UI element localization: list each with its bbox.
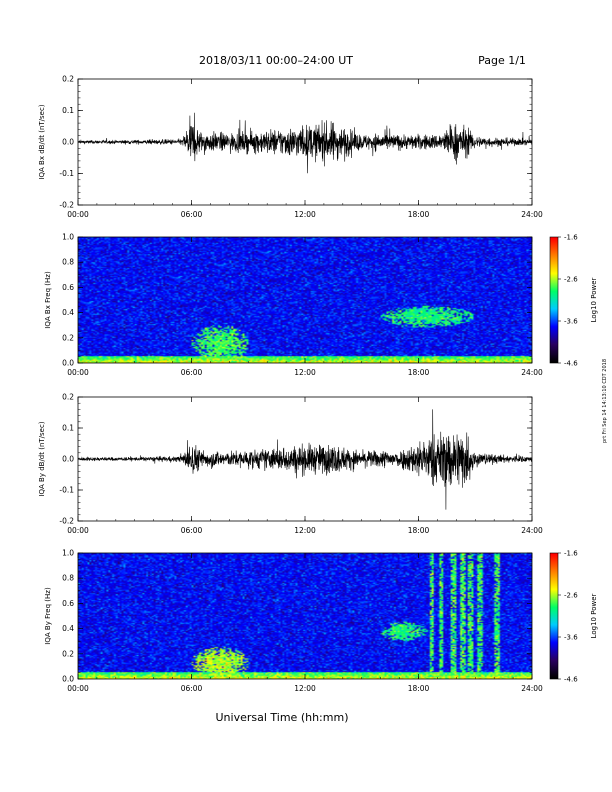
x-tick-label: 06:00 (181, 210, 203, 219)
colorbar-frame (549, 236, 559, 364)
x-tick-label: 12:00 (294, 210, 316, 219)
y-axis-label: IQA Bx Freq (Hz) (44, 271, 52, 329)
x-tick-label: 18:00 (408, 684, 430, 693)
y-tick-label: 0.4 (62, 624, 74, 633)
by-spectrogram-panel: 00:00 06:00 12:00 18:00 24:00 0.0 0.2 0.4 0.6 0.8… (44, 549, 598, 694)
y-tick-label: 0.0 (62, 138, 74, 147)
y-tick-label: 0.2 (62, 333, 74, 342)
x-tick-label: 12:00 (294, 368, 316, 377)
y-tick-label: 0.2 (62, 393, 74, 402)
x-tick-label: 24:00 (521, 210, 543, 219)
y-tick-label: -0.2 (59, 517, 74, 526)
y-tick-label: 0.8 (62, 258, 74, 267)
page-title: 2018/03/11 00:00–24:00 UT (199, 54, 353, 67)
colorbar-label: Log10 Power (590, 593, 598, 638)
colorbar-frame (549, 552, 559, 680)
colorbar-tick-label: -3.6 (564, 318, 578, 326)
y-tick-label: -0.1 (59, 169, 74, 178)
colorbar-tick-label: -4.6 (564, 360, 578, 368)
y-axis-label: IQA By dB/dt (nT/sec) (38, 421, 46, 496)
y-tick-label: 1.0 (62, 549, 74, 558)
axes: 00:00 06:00 12:00 18:00 24:00 -0.2 -0.1 0.0 0.1 0… (59, 75, 543, 220)
x-tick-label: 06:00 (181, 526, 203, 535)
y-tick-label: 0.6 (62, 283, 74, 292)
y-tick-label: 0.8 (62, 574, 74, 583)
x-tick-label: 18:00 (408, 368, 430, 377)
x-tick-label: 00:00 (67, 526, 89, 535)
y-tick-label: -0.2 (59, 201, 74, 210)
print-timestamp: prt Fri Sep 14 14:13:10 CDT 2018 (602, 359, 608, 443)
bx-dbdt-trace (78, 112, 532, 174)
y-tick-label: 0.6 (62, 599, 74, 608)
x-tick-label: 00:00 (67, 210, 89, 219)
colorbar-axis: -1.6 -2.6 -3.6 -4.6 (558, 234, 578, 368)
colorbar-tick-label: -1.6 (564, 550, 578, 558)
x-tick-label: 00:00 (67, 684, 89, 693)
y-tick-label: -0.1 (59, 486, 74, 495)
x-tick-label: 24:00 (521, 368, 543, 377)
bx-dbdt-panel: 00:00 06:00 12:00 18:00 24:00 -0.2 -0.1 0.0 0.1 0… (38, 75, 543, 220)
x-tick-label: 00:00 (67, 368, 89, 377)
x-axis-title: Universal Time (hh:mm) (216, 711, 349, 724)
axes: 00:00 06:00 12:00 18:00 24:00 -0.2 -0.1 0.0 0.1 0… (59, 393, 543, 536)
y-tick-label: 0.2 (62, 75, 74, 84)
x-tick-label: 06:00 (181, 368, 203, 377)
colorbar (550, 237, 558, 363)
y-tick-label: 0.0 (62, 675, 74, 684)
y-tick-label: 0.1 (62, 424, 74, 433)
y-tick-label: 0.2 (62, 649, 74, 658)
y-tick-label: 0.0 (62, 455, 74, 464)
y-tick-label: 1.0 (62, 233, 74, 242)
colorbar-axis: -1.6 -2.6 -3.6 -4.6 (558, 550, 578, 684)
x-tick-label: 06:00 (181, 684, 203, 693)
by-dbdt-trace (78, 409, 532, 510)
x-tick-label: 18:00 (408, 526, 430, 535)
bx-spectrogram-panel: 00:00 06:00 12:00 18:00 24:00 0.0 0.2 0.4 0.6 0.8… (44, 233, 598, 378)
x-tick-label: 18:00 (408, 210, 430, 219)
y-tick-label: 0.4 (62, 308, 74, 317)
y-tick-label: 0.0 (62, 359, 74, 368)
axes: 00:00 06:00 12:00 18:00 24:00 0.0 0.2 0.4 0.6 0.8… (62, 233, 543, 378)
colorbar-label: Log10 Power (590, 277, 598, 322)
bx-spectrogram-image (78, 237, 532, 363)
colorbar-tick-label: -2.6 (564, 276, 578, 284)
y-axis-label: IQA By Freq (Hz) (44, 587, 52, 645)
colorbar-tick-label: -4.6 (564, 676, 578, 684)
y-axis-label: IQA Bx dB/dt (nT/sec) (38, 104, 46, 179)
x-tick-label: 24:00 (521, 526, 543, 535)
colorbar-tick-label: -3.6 (564, 634, 578, 642)
trace-line (78, 409, 532, 510)
x-tick-label: 12:00 (294, 684, 316, 693)
by-spectrogram-image (78, 553, 532, 679)
x-tick-label: 24:00 (521, 684, 543, 693)
x-tick-label: 12:00 (294, 526, 316, 535)
page-number: Page 1/1 (478, 54, 526, 67)
colorbar-tick-label: -2.6 (564, 592, 578, 600)
by-dbdt-panel: 00:00 06:00 12:00 18:00 24:00 -0.2 -0.1 0.0 0.1 0… (38, 393, 543, 536)
axes: 00:00 06:00 12:00 18:00 24:00 0.0 0.2 0.4 0.6 0.8… (62, 549, 543, 694)
trace-line (78, 112, 532, 174)
y-tick-label: 0.1 (62, 106, 74, 115)
colorbar-tick-label: -1.6 (564, 234, 578, 242)
colorbar (550, 553, 558, 679)
